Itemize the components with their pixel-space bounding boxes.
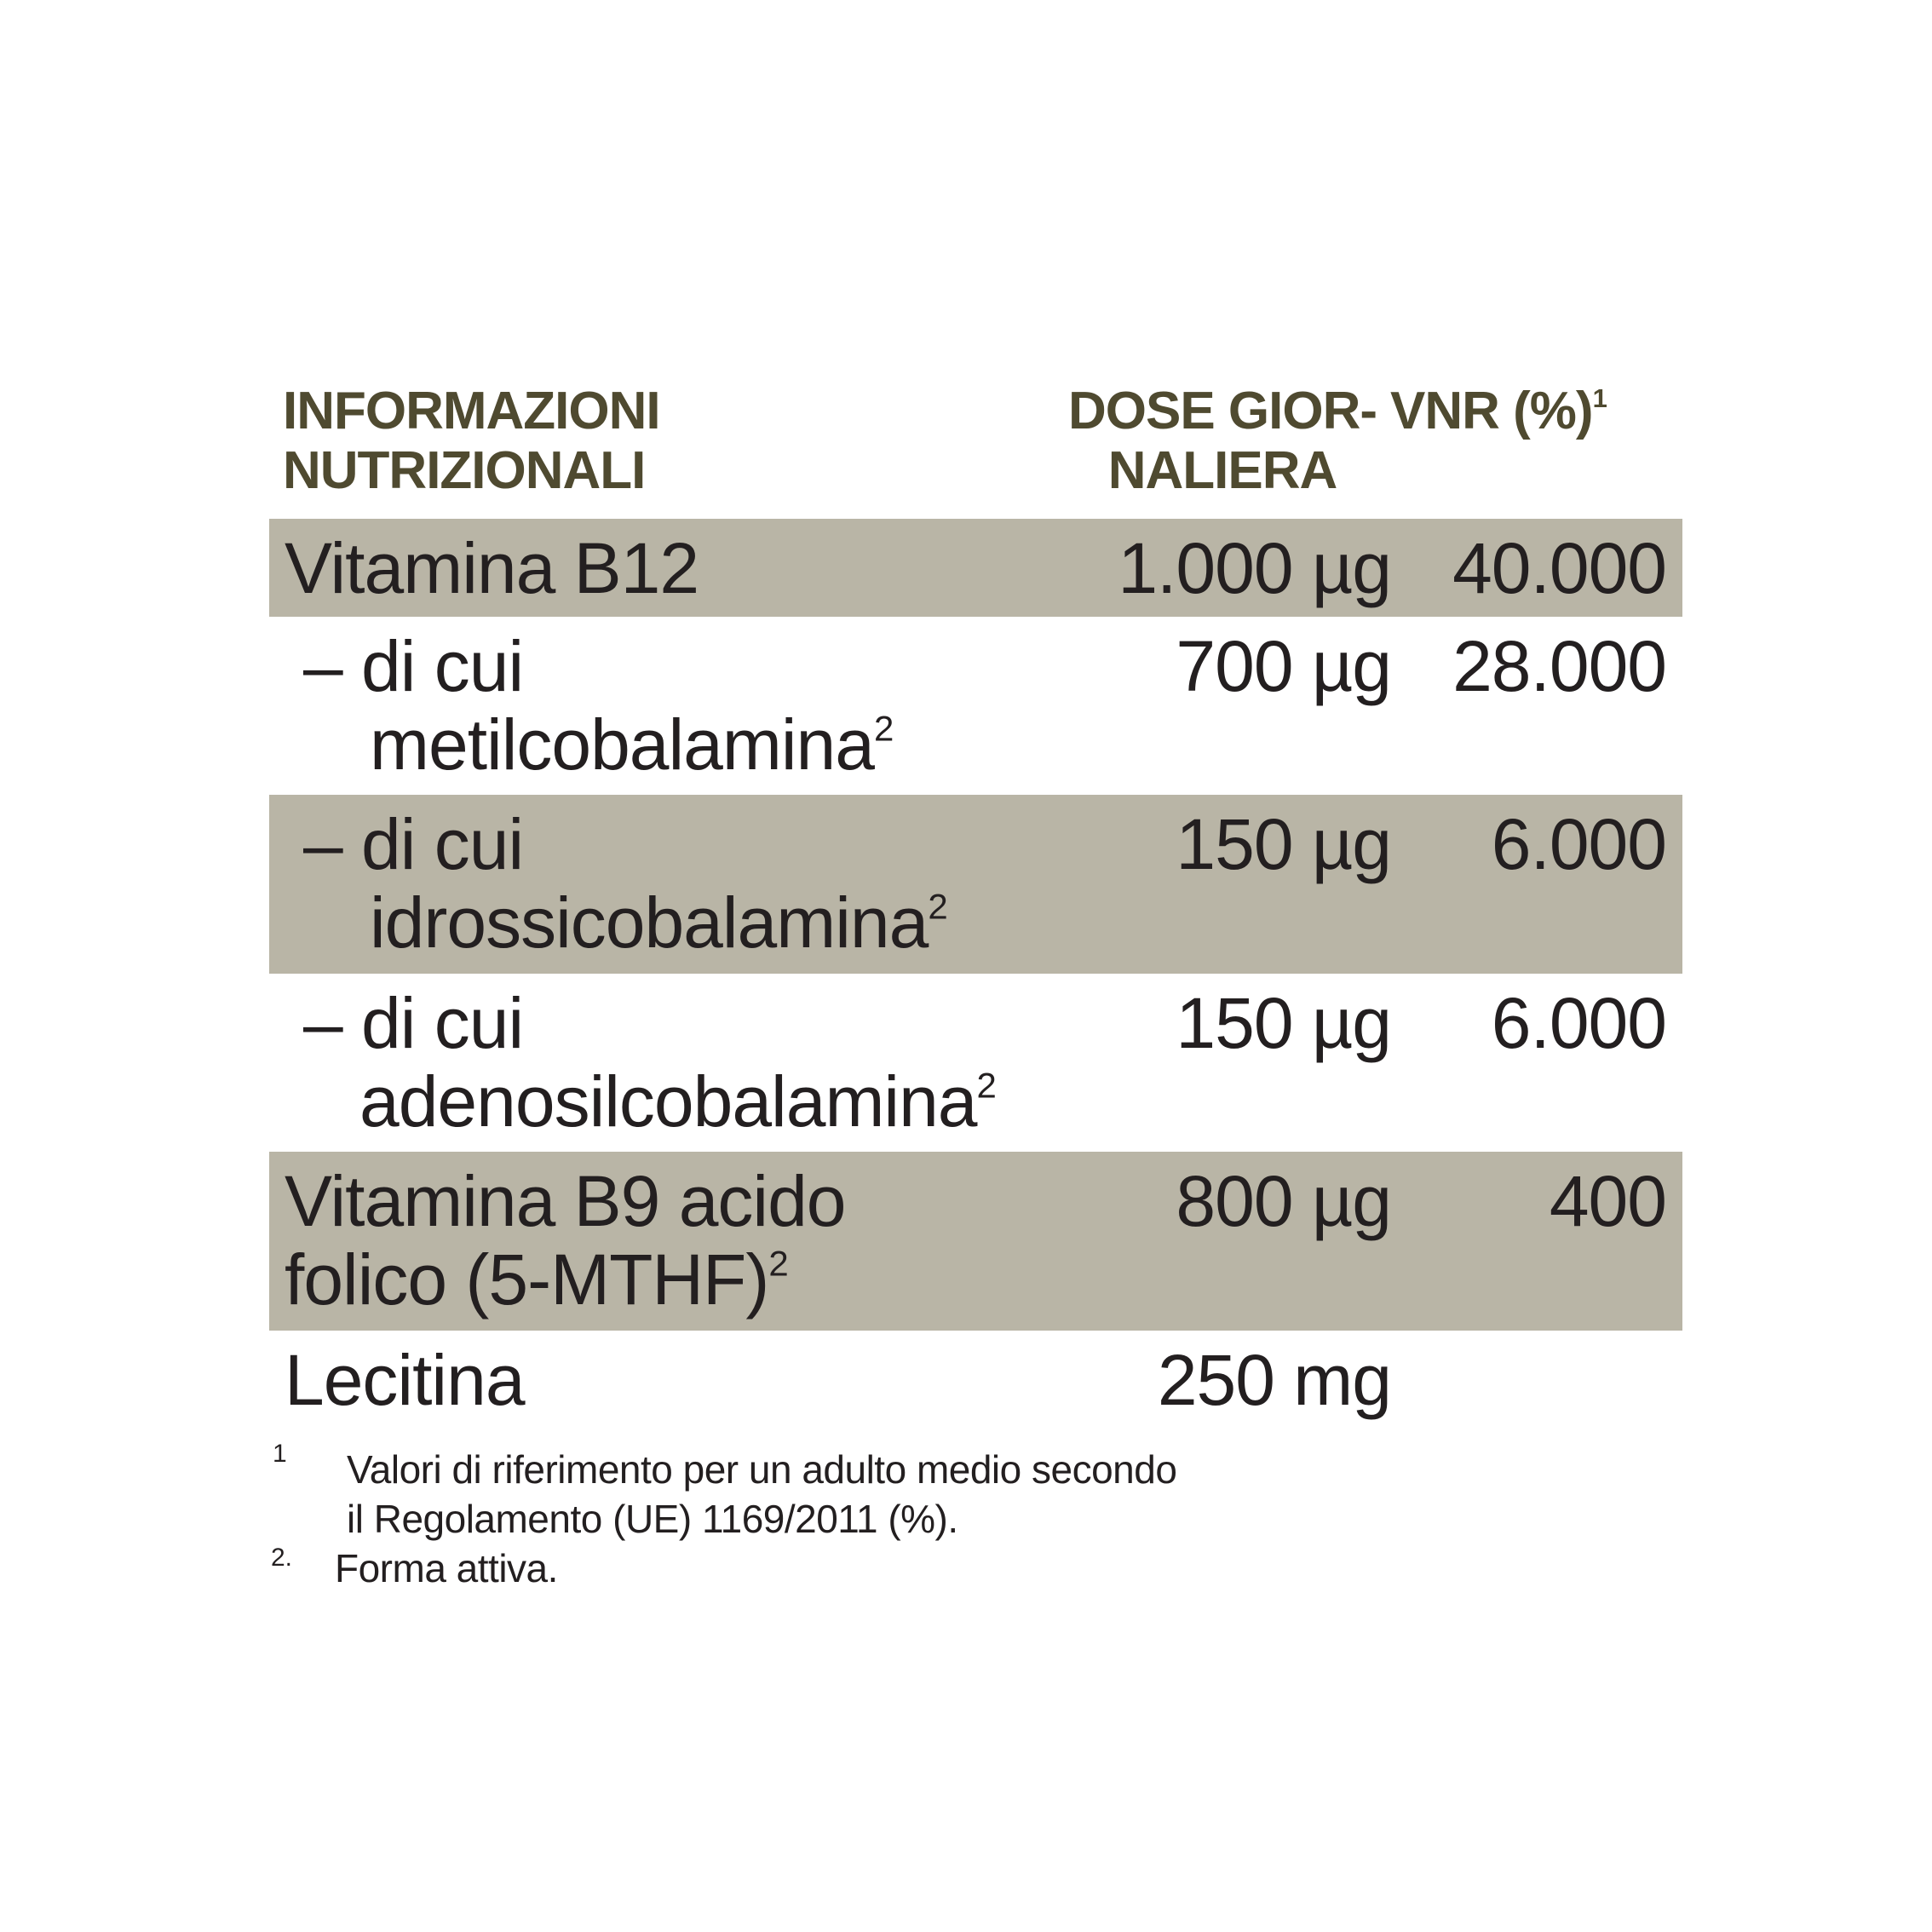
table-row: – di cui idrossicobalamina2 150 µg 6.000 xyxy=(269,795,1682,974)
vnr-value: 28.000 xyxy=(1452,626,1667,706)
table-row: Lecitina 250 mg xyxy=(269,1331,1682,1423)
vnr-value: 6.000 xyxy=(1491,983,1667,1063)
footnote-ref: 2 xyxy=(768,1243,788,1284)
nutrient-text: – di cui metilcobalamina xyxy=(303,626,875,785)
header-text: DOSE GIOR- xyxy=(1068,382,1377,440)
dose-value: 700 µg xyxy=(1176,626,1392,706)
nutrient-name: – di cui metilcobalamina2 xyxy=(303,627,966,784)
header-text: NALIERA xyxy=(1107,441,1338,500)
header-text: INFORMAZIONI xyxy=(283,382,661,440)
nutrient-name: Vitamina B12 xyxy=(285,528,699,608)
footnote-ref: 1 xyxy=(1592,383,1607,414)
nutrient-name: Vitamina B9 acido folico (5-MTHF)2 xyxy=(285,1162,898,1319)
nutrient-text: – di cui idrossicobalamina xyxy=(303,804,929,963)
table-row: – di cui metilcobalamina2 700 µg 28.000 xyxy=(269,617,1682,795)
header-vnr: VNR (%)1 xyxy=(1390,382,1607,441)
table-row: Vitamina B9 acido folico (5-MTHF)2 800 µ… xyxy=(269,1152,1682,1331)
dose-value: 800 µg xyxy=(1176,1161,1392,1241)
dose-value: 150 µg xyxy=(1176,983,1392,1063)
footnote-marker: 1 xyxy=(273,1440,287,1468)
table-row: Vitamina B12 1.000 µg 40.000 xyxy=(269,519,1682,617)
nutrient-name: – di cui adenosilcobalamina2 xyxy=(303,984,1041,1141)
footnote-ref: 2 xyxy=(928,886,947,927)
vnr-value: 40.000 xyxy=(1452,528,1667,608)
dose-value: 1.000 µg xyxy=(1118,528,1392,608)
footnote-ref: 2 xyxy=(976,1065,997,1106)
header-nutritional-info: INFORMAZIONI NUTRIZIONALI xyxy=(283,382,661,501)
footnote-text: Valori di riferimento per un adulto medi… xyxy=(347,1447,1177,1492)
nutrient-text: Vitamina B9 acido folico (5-MTHF) xyxy=(285,1161,847,1320)
header-daily-dose: DOSE GIOR- NALIERA xyxy=(1068,382,1377,501)
table-row: – di cui adenosilcobalamina2 150 µg 6.00… xyxy=(269,974,1682,1152)
nutrient-name: – di cui idrossicobalamina2 xyxy=(303,805,1017,962)
header-text: VNR (%) xyxy=(1390,382,1594,440)
nutrient-name: Lecitina xyxy=(285,1340,526,1420)
footnote-ref: 2 xyxy=(873,708,894,749)
header-text: NUTRIZIONALI xyxy=(283,441,646,500)
footnote-text: il Regolamento (UE) 1169/2011 (%). xyxy=(347,1497,958,1541)
vnr-value: 6.000 xyxy=(1491,804,1667,884)
footnote-marker: 2. xyxy=(271,1544,293,1572)
footnote-1: Valori di riferimento per un adulto medi… xyxy=(347,1445,1177,1544)
dose-value: 250 mg xyxy=(1157,1340,1392,1420)
dose-value: 150 µg xyxy=(1176,804,1392,884)
nutrient-text: – di cui adenosilcobalamina xyxy=(303,983,978,1141)
footnote-2: Forma attiva. xyxy=(335,1546,558,1590)
vnr-value: 400 xyxy=(1549,1161,1667,1241)
